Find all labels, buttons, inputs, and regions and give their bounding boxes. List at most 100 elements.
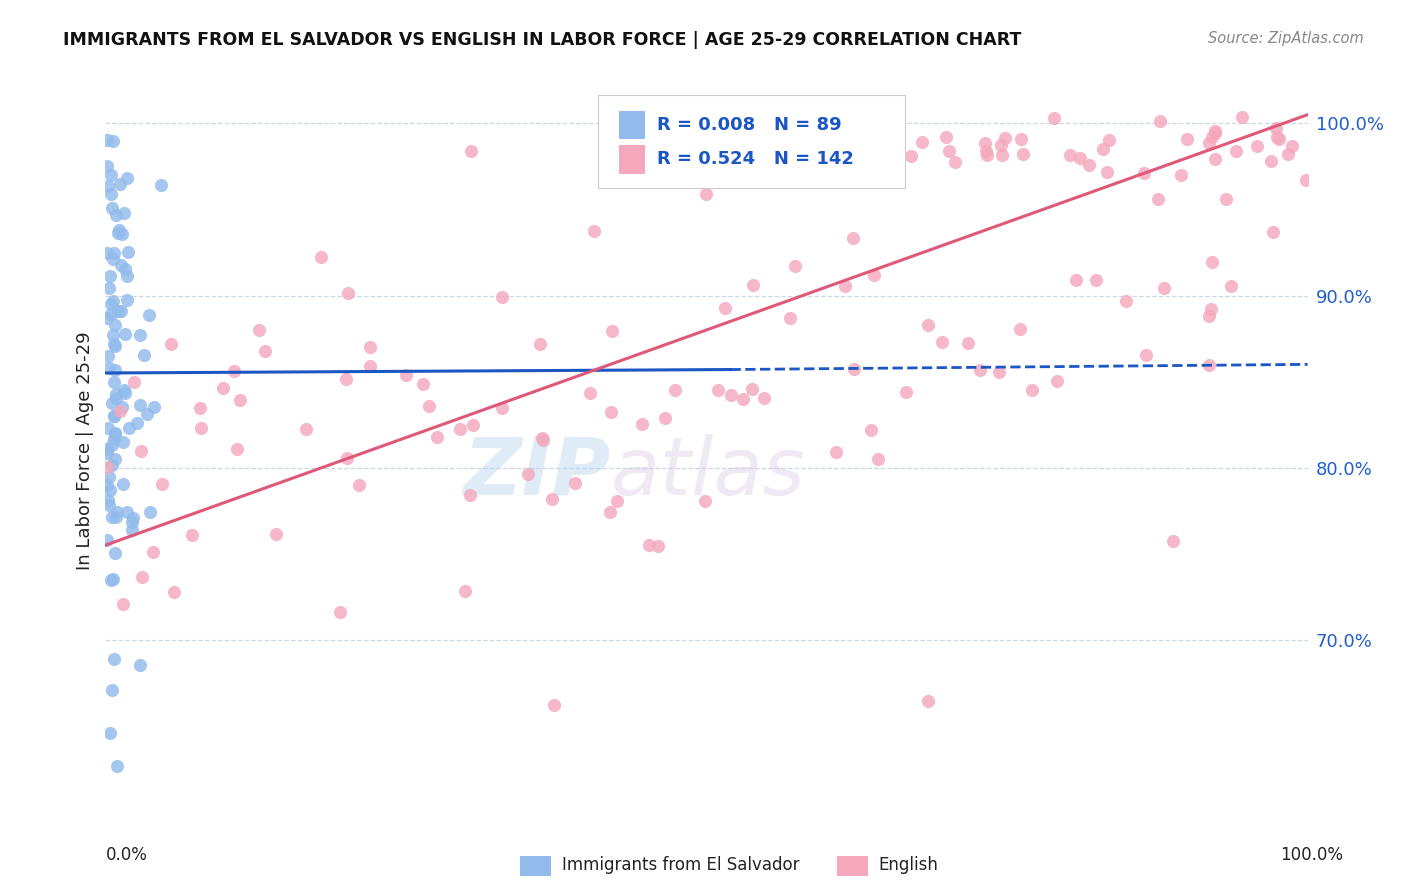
Point bbox=[1265, 130, 1288, 145]
Point bbox=[97, 493, 120, 508]
Point bbox=[741, 278, 763, 293]
Text: Source: ZipAtlas.com: Source: ZipAtlas.com bbox=[1208, 31, 1364, 46]
Point bbox=[741, 382, 763, 396]
Point bbox=[98, 268, 121, 283]
Point bbox=[97, 499, 120, 513]
Point bbox=[1277, 146, 1299, 161]
Point bbox=[1230, 110, 1253, 124]
Point bbox=[779, 310, 801, 325]
Point bbox=[253, 343, 276, 358]
Point bbox=[1225, 144, 1247, 158]
Point bbox=[97, 349, 120, 363]
Point bbox=[96, 246, 118, 260]
Point bbox=[460, 488, 482, 502]
Point bbox=[335, 372, 357, 386]
Point bbox=[1215, 192, 1237, 206]
Point bbox=[533, 433, 555, 447]
Point bbox=[336, 451, 359, 466]
Point bbox=[103, 652, 125, 666]
Point bbox=[938, 145, 960, 159]
Point bbox=[628, 131, 651, 145]
Point bbox=[814, 156, 837, 170]
FancyBboxPatch shape bbox=[599, 95, 905, 187]
Point bbox=[1204, 124, 1226, 138]
Point bbox=[122, 376, 145, 390]
Point bbox=[100, 168, 122, 182]
Point bbox=[105, 505, 128, 519]
Point bbox=[1153, 281, 1175, 295]
Point bbox=[1095, 165, 1118, 179]
Point bbox=[1198, 358, 1220, 372]
Point bbox=[101, 396, 124, 410]
Point bbox=[841, 230, 863, 244]
Point bbox=[1220, 278, 1243, 293]
Point bbox=[103, 245, 125, 260]
Point bbox=[1021, 383, 1043, 397]
Point bbox=[647, 539, 669, 553]
Point bbox=[107, 303, 129, 318]
Point bbox=[1064, 273, 1087, 287]
Point bbox=[98, 470, 121, 484]
Point bbox=[114, 327, 136, 342]
Y-axis label: In Labor Force | Age 25-29: In Labor Force | Age 25-29 bbox=[76, 331, 94, 570]
Point bbox=[129, 444, 152, 458]
Point bbox=[104, 545, 127, 559]
Point bbox=[1135, 348, 1157, 362]
Point bbox=[863, 268, 886, 282]
Point bbox=[1133, 165, 1156, 179]
Point bbox=[131, 570, 153, 584]
Point bbox=[752, 391, 775, 405]
Point bbox=[149, 178, 172, 192]
Point bbox=[1046, 374, 1069, 388]
Point bbox=[1091, 142, 1114, 156]
Point bbox=[1115, 293, 1137, 308]
Text: ZIP: ZIP bbox=[463, 434, 610, 512]
Point bbox=[531, 431, 554, 445]
Point bbox=[1201, 255, 1223, 269]
Point bbox=[1201, 130, 1223, 145]
Point bbox=[159, 336, 181, 351]
Text: IMMIGRANTS FROM EL SALVADOR VS ENGLISH IN LABOR FORCE | AGE 25-29 CORRELATION CH: IMMIGRANTS FROM EL SALVADOR VS ENGLISH I… bbox=[63, 31, 1022, 49]
Point bbox=[976, 148, 998, 162]
Point bbox=[107, 226, 129, 240]
Point bbox=[128, 327, 150, 342]
Point bbox=[98, 483, 121, 497]
Point bbox=[97, 179, 120, 194]
Point bbox=[664, 383, 686, 397]
Point bbox=[1078, 158, 1101, 172]
Point bbox=[100, 187, 122, 202]
Point bbox=[714, 301, 737, 315]
Point bbox=[654, 411, 676, 425]
Point bbox=[990, 138, 1012, 153]
Point bbox=[516, 467, 538, 481]
Point bbox=[1059, 148, 1081, 162]
Point bbox=[121, 515, 143, 529]
Point bbox=[188, 401, 211, 416]
Point bbox=[582, 224, 605, 238]
Point bbox=[100, 297, 122, 311]
Point bbox=[900, 148, 922, 162]
Point bbox=[931, 334, 953, 349]
Point bbox=[1264, 120, 1286, 135]
Text: Immigrants from El Salvador: Immigrants from El Salvador bbox=[562, 856, 800, 874]
Point bbox=[695, 187, 717, 202]
Point bbox=[108, 178, 131, 192]
Point bbox=[491, 401, 513, 416]
Point bbox=[1161, 533, 1184, 548]
Point bbox=[579, 385, 602, 400]
Point bbox=[460, 144, 482, 158]
Point bbox=[600, 324, 623, 338]
Point bbox=[104, 427, 127, 442]
Point bbox=[96, 442, 118, 456]
Point bbox=[1149, 114, 1171, 128]
Point bbox=[894, 384, 917, 399]
Text: R = 0.008   N = 89: R = 0.008 N = 89 bbox=[657, 116, 842, 134]
Point bbox=[564, 476, 586, 491]
Point bbox=[973, 136, 995, 151]
Point bbox=[105, 391, 128, 405]
Point bbox=[132, 348, 155, 362]
Point bbox=[96, 460, 118, 475]
Point bbox=[110, 258, 132, 272]
FancyBboxPatch shape bbox=[619, 145, 645, 174]
Point bbox=[107, 223, 129, 237]
